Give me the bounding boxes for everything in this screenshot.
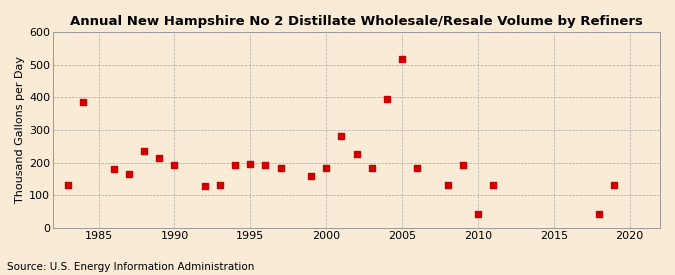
Point bbox=[275, 165, 286, 170]
Point bbox=[594, 211, 605, 216]
Point bbox=[154, 156, 165, 161]
Point bbox=[109, 167, 119, 171]
Point bbox=[63, 183, 74, 188]
Point bbox=[367, 165, 377, 170]
Point bbox=[245, 162, 256, 166]
Point bbox=[138, 149, 149, 153]
Point bbox=[230, 163, 240, 167]
Text: Source: U.S. Energy Information Administration: Source: U.S. Energy Information Administ… bbox=[7, 262, 254, 272]
Point bbox=[488, 183, 499, 188]
Point bbox=[306, 174, 317, 178]
Point bbox=[260, 163, 271, 167]
Point bbox=[351, 152, 362, 157]
Point bbox=[124, 172, 134, 176]
Point bbox=[169, 163, 180, 167]
Title: Annual New Hampshire No 2 Distillate Wholesale/Resale Volume by Refiners: Annual New Hampshire No 2 Distillate Who… bbox=[70, 15, 643, 28]
Y-axis label: Thousand Gallons per Day: Thousand Gallons per Day bbox=[15, 56, 25, 204]
Point bbox=[458, 163, 468, 167]
Point bbox=[78, 100, 89, 104]
Point bbox=[381, 97, 392, 101]
Point bbox=[472, 211, 483, 216]
Point bbox=[215, 183, 225, 188]
Point bbox=[397, 57, 408, 61]
Point bbox=[412, 165, 423, 170]
Point bbox=[321, 165, 331, 170]
Point bbox=[199, 184, 210, 188]
Point bbox=[609, 183, 620, 188]
Point bbox=[442, 183, 453, 188]
Point bbox=[336, 133, 347, 138]
